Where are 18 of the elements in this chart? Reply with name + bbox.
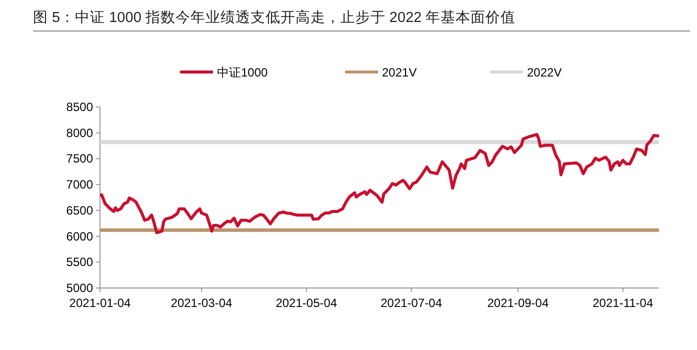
legend-label: 2021V xyxy=(382,66,417,80)
x-tick-label: 2021-05-04 xyxy=(276,296,338,310)
y-tick-label: 8500 xyxy=(66,100,94,114)
y-tick-label: 6500 xyxy=(66,203,94,218)
y-tick-label: 5500 xyxy=(66,255,94,270)
y-tick-label: 6000 xyxy=(66,229,94,244)
y-tick-label: 5000 xyxy=(66,281,94,295)
y-tick-label: 7000 xyxy=(66,178,94,192)
chart-title: 图 5：中证 1000 指数今年业绩透支低开高走，止步于 2022 年基本面价值 xyxy=(33,9,516,26)
legend-label: 2022V xyxy=(527,66,562,80)
y-tick-label: 8000 xyxy=(66,126,94,140)
x-tick-label: 2021-01-04 xyxy=(69,296,132,310)
y-tick-label: 7500 xyxy=(66,152,94,166)
x-tick-label: 2021-11-04 xyxy=(592,296,654,310)
legend-label: 中证1000 xyxy=(217,66,268,80)
x-tick-label: 2021-03-04 xyxy=(170,296,232,310)
x-tick-label: 2021-07-04 xyxy=(380,296,442,310)
x-tick-label: 2021-09-04 xyxy=(487,296,549,310)
